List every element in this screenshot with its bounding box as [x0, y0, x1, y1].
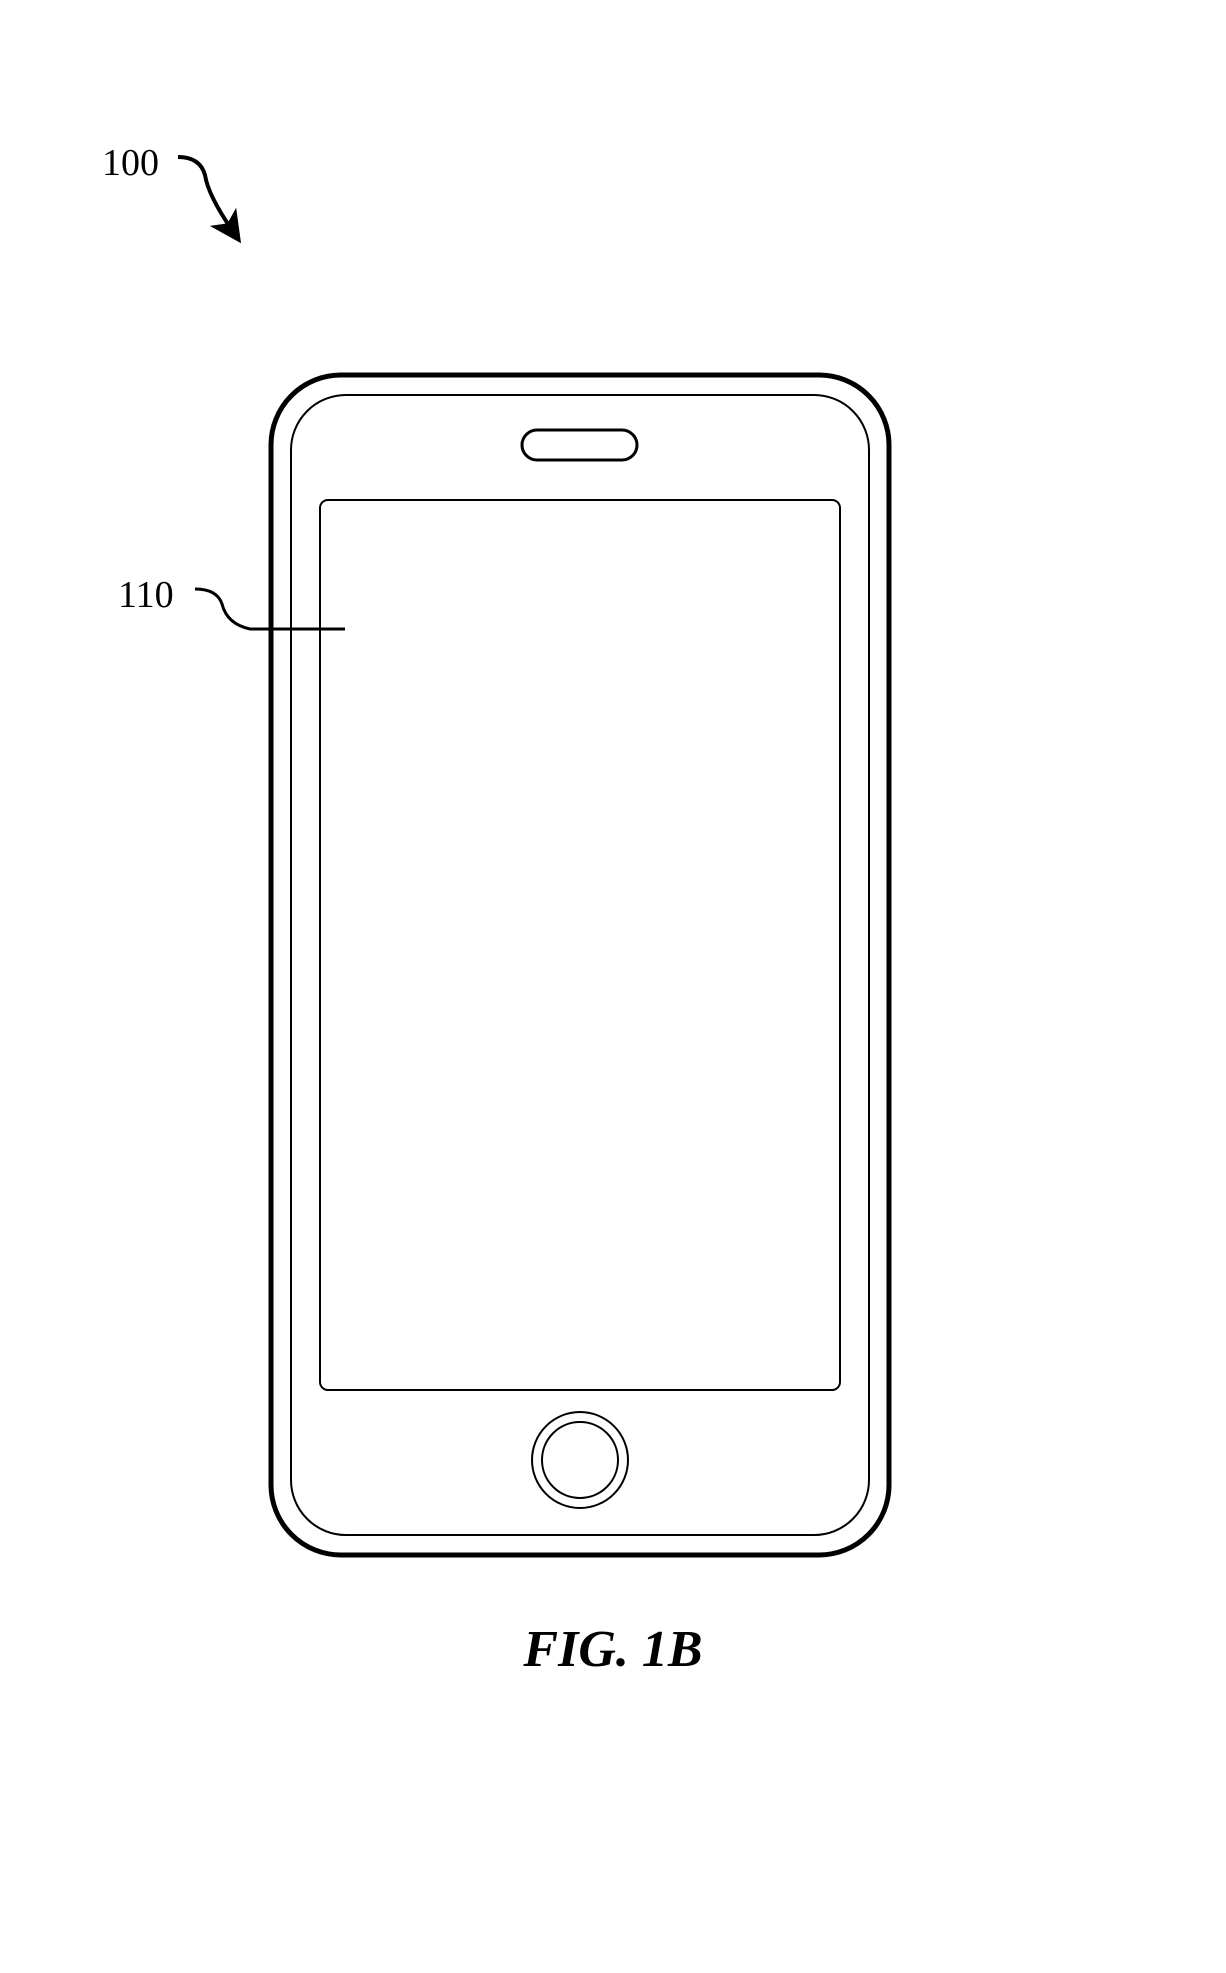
home-button-inner	[542, 1422, 618, 1498]
leader-100	[178, 157, 232, 230]
phone-speaker	[522, 430, 637, 460]
diagram-canvas: 100 110 FIG. 1B	[0, 0, 1226, 1973]
figure-label: FIG. 1B	[0, 1620, 1226, 1679]
reference-label-110: 110	[118, 573, 174, 617]
phone-screen	[320, 500, 840, 1390]
reference-label-100: 100	[102, 141, 159, 185]
